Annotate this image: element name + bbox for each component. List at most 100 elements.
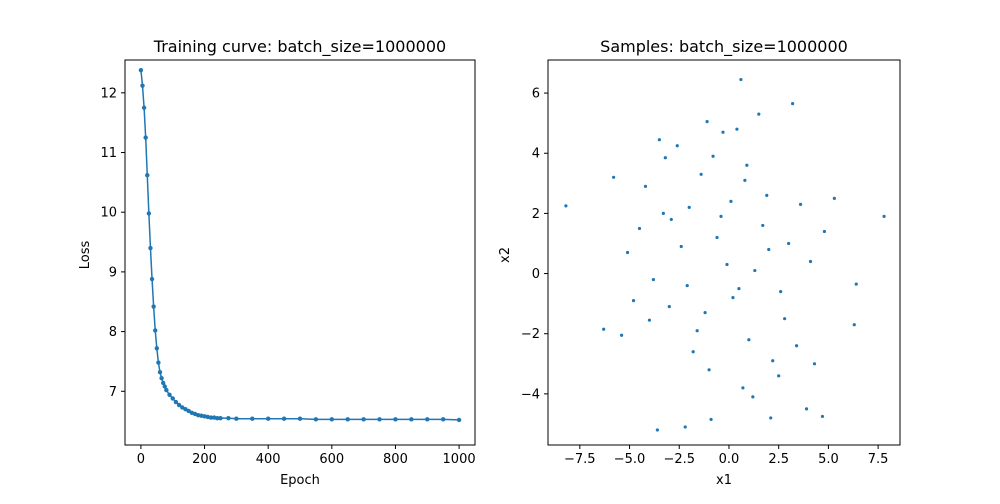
training-curve-point	[167, 392, 172, 398]
training-curve-y-tick-label: 7	[109, 385, 117, 400]
samples-point	[765, 193, 769, 197]
samples-x-tick-label: −5.0	[614, 452, 646, 467]
samples-axes-frame	[547, 59, 901, 446]
samples-point	[647, 318, 652, 322]
training-curve-point	[157, 369, 163, 375]
samples-point	[679, 244, 683, 249]
samples-panel: Samples: batch_size=1000000 x1 x2 −7.5 −5…	[498, 37, 901, 488]
training-curve-point	[313, 417, 319, 422]
training-curve-point	[138, 67, 144, 73]
samples-point	[695, 329, 699, 333]
samples-point	[667, 305, 671, 309]
samples-point	[794, 344, 799, 348]
training-curve-xlabel: Epoch	[280, 473, 320, 488]
samples-point	[651, 277, 656, 282]
samples-point	[643, 184, 648, 188]
samples-point	[637, 226, 642, 231]
training-curve-point	[176, 402, 182, 408]
samples-point	[787, 241, 791, 246]
training-curve-point	[141, 105, 147, 110]
samples-point	[808, 259, 813, 264]
samples-point	[771, 359, 775, 363]
training-curve-point	[377, 417, 382, 422]
samples-point	[777, 374, 781, 378]
training-curve-point	[297, 416, 303, 421]
training-curve-x-tick-label: 0	[137, 452, 145, 467]
samples-point	[719, 214, 723, 219]
training-curve-point	[208, 415, 214, 420]
training-curve-point	[215, 415, 220, 421]
training-curve-axes-frame	[124, 59, 476, 446]
training-curve-point	[159, 375, 164, 381]
samples-point	[745, 163, 749, 167]
samples-y-tick-label: −2	[521, 327, 540, 342]
samples-point	[669, 217, 673, 222]
samples-point	[751, 395, 755, 399]
training-curve-x-tick-label: 600	[319, 452, 344, 467]
training-curve-point	[361, 417, 366, 422]
samples-point	[729, 199, 733, 203]
samples-point	[761, 223, 765, 228]
samples-point	[798, 202, 803, 206]
training-curve-point	[145, 173, 150, 178]
training-curve-point	[162, 384, 167, 389]
training-curve-point	[140, 83, 145, 88]
samples-point	[564, 204, 568, 208]
samples-point	[709, 417, 713, 422]
training-curve-plot-area: 0 200 400 600 800 1000 7 8 9 10 11 12	[100, 59, 476, 467]
samples-point	[687, 205, 691, 209]
samples-point	[683, 425, 687, 429]
training-curve-point	[393, 417, 398, 422]
samples-x-tick-label: 5.0	[818, 452, 839, 467]
samples-title: Samples: batch_size=1000000	[600, 37, 848, 57]
training-curve-point	[151, 304, 156, 309]
training-curve-point	[153, 328, 158, 333]
samples-point	[675, 144, 679, 148]
samples-point	[737, 286, 741, 291]
samples-point	[663, 156, 667, 160]
samples-point	[852, 323, 856, 327]
training-curve-y-tick-label: 8	[109, 325, 117, 340]
samples-ylabel: x2	[498, 247, 513, 263]
training-curve-point	[218, 415, 223, 421]
training-curve-point	[345, 417, 350, 422]
samples-point	[691, 350, 695, 354]
samples-point	[721, 130, 725, 134]
samples-x-tick-label: −7.5	[564, 452, 596, 467]
samples-y-tick-label: 2	[532, 207, 540, 222]
samples-point	[822, 229, 827, 234]
samples-point	[703, 311, 707, 315]
training-curve-point	[265, 416, 271, 421]
training-curve-point	[234, 416, 239, 421]
samples-point	[657, 138, 661, 142]
training-curve-point	[281, 416, 287, 421]
samples-point	[619, 333, 624, 337]
samples-point	[783, 317, 787, 321]
samples-point	[882, 214, 886, 219]
samples-y-tick-label: 4	[532, 147, 540, 162]
training-curve-y-tick-label: 11	[100, 146, 117, 161]
samples-point	[631, 299, 636, 303]
training-curve-x-tick-label: 200	[192, 452, 217, 467]
samples-point	[602, 327, 606, 331]
samples-point	[655, 428, 659, 432]
samples-y-tick-label: 6	[532, 87, 540, 102]
samples-x-tick-label: 7.5	[868, 452, 889, 467]
training-curve-point	[425, 417, 430, 422]
samples-x-tick-label: −2.5	[663, 452, 695, 467]
samples-point	[743, 178, 747, 182]
samples-point	[725, 262, 729, 267]
samples-point	[612, 175, 616, 179]
training-curve-y-tick-label: 12	[100, 86, 117, 101]
training-curve-panel: Training curve: batch_size=1000000 Epoch…	[78, 37, 476, 488]
samples-point	[715, 235, 719, 240]
samples-point	[735, 127, 739, 131]
samples-point	[832, 196, 836, 200]
training-curve-y-tick-label: 10	[100, 206, 117, 221]
training-curve-point	[409, 417, 414, 422]
samples-point	[625, 250, 630, 255]
samples-plot-area: −7.5 −5.0 −2.5 0.0 2.5 5.0 7.5 −4 −2 0 2 4 6	[521, 59, 901, 467]
training-curve-x-tick-label: 1000	[443, 452, 476, 467]
samples-point	[791, 102, 795, 106]
samples-point	[812, 362, 817, 366]
